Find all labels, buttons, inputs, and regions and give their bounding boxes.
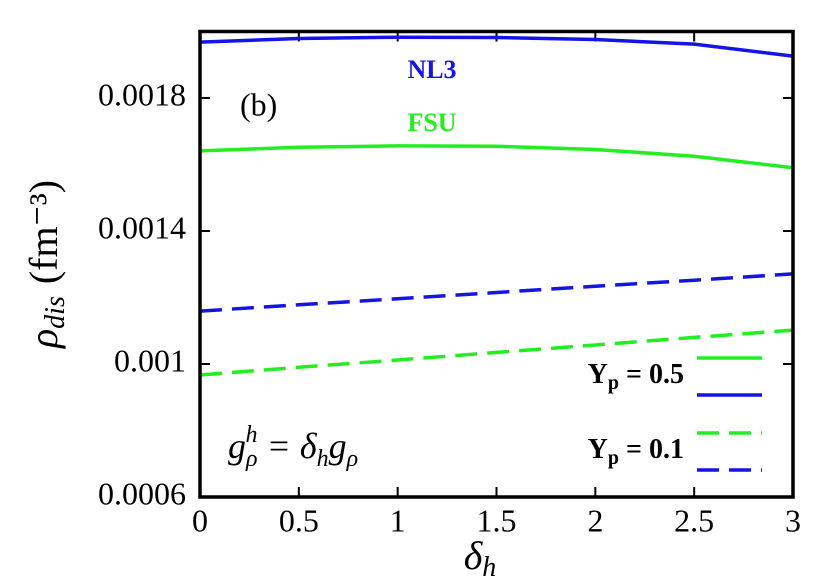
x-tick-label: 2.5 xyxy=(674,502,714,538)
legend-sub: p xyxy=(608,372,619,394)
formula-part: g xyxy=(329,426,347,466)
y-label-symbol: ρ xyxy=(21,329,66,350)
legend-text: = 0.5 xyxy=(619,359,684,390)
y-label-unit: (fm⁻³) xyxy=(21,180,66,284)
legend-symbol: Y xyxy=(588,359,608,390)
x-axis-label: δh xyxy=(464,533,497,581)
y-tick-label: 0.0014 xyxy=(98,209,186,245)
x-tick-label: 3 xyxy=(785,502,801,538)
formula-part: = δ xyxy=(258,426,318,466)
x-tick-label: 1 xyxy=(390,502,406,538)
x-label-sub: h xyxy=(482,552,496,581)
x-tick-label: 0.5 xyxy=(279,502,319,538)
x-label-symbol: δ xyxy=(464,533,484,578)
x-tick-label: 2 xyxy=(587,502,603,538)
legend-text: = 0.1 xyxy=(619,434,684,465)
series-line xyxy=(199,328,794,377)
formula-part: g xyxy=(228,426,246,466)
formula-part: h xyxy=(246,422,258,448)
series-line xyxy=(199,35,794,58)
legend-symbol: Y xyxy=(588,434,608,465)
series-line xyxy=(199,272,794,313)
formula-part: ρ xyxy=(346,446,359,472)
legend-sub: p xyxy=(608,447,619,469)
fsu-label: FSU xyxy=(407,108,456,137)
y-axis-label: ρdis (fm⁻³) xyxy=(21,180,71,350)
formula-part: ρ xyxy=(245,446,258,472)
series-line xyxy=(199,144,794,170)
y-tick-label: 0.001 xyxy=(114,342,186,378)
y-tick-label: 0.0006 xyxy=(98,475,186,511)
formula: gρh = δhgρ xyxy=(228,422,358,472)
formula-part: h xyxy=(317,446,329,472)
y-tick-label: 0.0018 xyxy=(98,76,186,112)
plot-frame xyxy=(198,29,795,499)
x-tick-label: 0 xyxy=(192,502,208,538)
nl3-label: NL3 xyxy=(407,55,456,84)
y-label-sub: dis xyxy=(40,296,71,329)
legend-label: Yp = 0.1 xyxy=(588,434,684,468)
panel-label: (b) xyxy=(240,86,277,122)
legend-label: Yp = 0.5 xyxy=(588,359,684,393)
x-tick-label: 1.5 xyxy=(477,502,517,538)
